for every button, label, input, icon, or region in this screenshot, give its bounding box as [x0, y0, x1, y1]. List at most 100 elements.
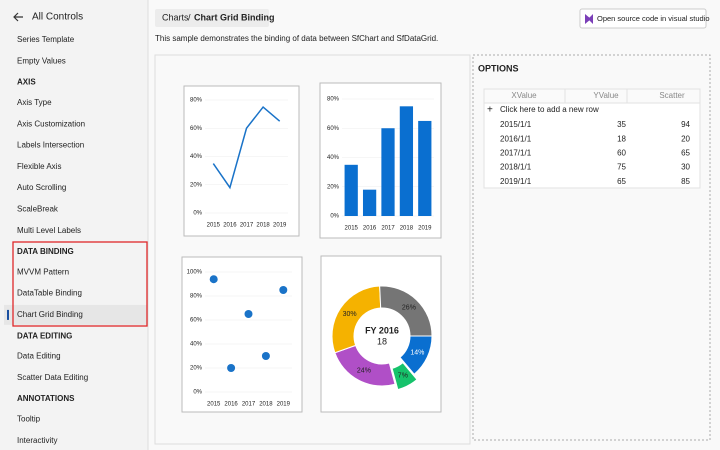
- nav-item[interactable]: Multi Level Labels: [17, 226, 81, 235]
- nav-item[interactable]: Labels Intersection: [17, 141, 84, 150]
- y-tick-label: 80%: [190, 294, 203, 300]
- nav-item[interactable]: Axis Type: [17, 98, 52, 107]
- segment-label: 24%: [357, 367, 371, 374]
- description: This sample demonstrates the binding of …: [155, 34, 438, 43]
- sidebar: [0, 0, 148, 450]
- grid-cell: 65: [681, 149, 690, 158]
- source-button[interactable]: [579, 8, 707, 29]
- section-header: AXIS: [17, 78, 36, 87]
- column-header[interactable]: XValue: [511, 91, 537, 100]
- scatter-point: [209, 275, 218, 284]
- nav-item[interactable]: Tooltip: [17, 415, 41, 424]
- y-tick-label: 80%: [190, 98, 203, 104]
- x-tick-label: 2019: [273, 223, 287, 229]
- nav-item[interactable]: Axis Customization: [17, 119, 85, 128]
- bar: [344, 164, 358, 216]
- nav-item[interactable]: Auto Scrolling: [17, 183, 66, 192]
- breadcrumb-separator: /: [188, 12, 191, 22]
- nav-item[interactable]: Series Template: [17, 35, 75, 44]
- x-tick-label: 2018: [256, 223, 270, 229]
- vs-icon: [585, 14, 593, 24]
- grid-cell: 20: [681, 134, 690, 143]
- section-header: DATA BINDING: [17, 247, 74, 256]
- y-tick-label: 0%: [193, 390, 202, 396]
- breadcrumb-box: [155, 9, 269, 27]
- bar: [418, 120, 432, 216]
- nav-item[interactable]: DataTable Binding: [17, 289, 82, 298]
- bar: [399, 106, 414, 216]
- chart-card: [183, 85, 300, 237]
- selected-indicator: [7, 309, 9, 320]
- nav-item[interactable]: Flexible Axis: [17, 162, 61, 171]
- chart-card: [181, 256, 303, 413]
- section-header: ANNOTATIONS: [17, 394, 75, 403]
- donut-segment: [379, 285, 433, 337]
- grid-cell: 2015/1/1: [500, 120, 532, 129]
- y-tick-label: 40%: [327, 155, 340, 161]
- y-tick-label: 40%: [190, 154, 203, 160]
- options-title: OPTIONS: [478, 63, 519, 73]
- x-tick-label: 2019: [418, 226, 432, 232]
- x-tick-label: 2016: [223, 223, 237, 229]
- highlight-box: [12, 241, 148, 327]
- column-header[interactable]: YValue: [593, 91, 619, 100]
- back-arrow[interactable]: [13, 12, 23, 22]
- nav-item[interactable]: Data Editing: [17, 352, 61, 361]
- nav-item[interactable]: Scatter Data Editing: [17, 373, 88, 382]
- breadcrumb-parent[interactable]: Charts: [162, 12, 189, 22]
- donut-segment: [399, 335, 433, 375]
- y-tick-label: 60%: [190, 126, 203, 132]
- nav-item[interactable]: Empty Values: [17, 56, 66, 65]
- y-tick-label: 20%: [327, 184, 340, 190]
- x-tick-label: 2017: [240, 223, 254, 229]
- grid-cell: 2018/1/1: [500, 163, 532, 172]
- scatter-point: [244, 310, 253, 318]
- grid-cell: 75: [617, 163, 626, 172]
- x-tick-label: 2018: [400, 226, 414, 232]
- grid-cell: 35: [617, 120, 626, 129]
- grid-cell: 65: [617, 177, 626, 186]
- grid-cell: 2019/1/1: [500, 177, 532, 186]
- y-tick-label: 80%: [327, 97, 340, 103]
- add-row-icon: +: [487, 105, 493, 116]
- grid-cell: 94: [681, 120, 690, 129]
- segment-label: 30%: [343, 311, 357, 318]
- y-tick-label: 40%: [190, 342, 203, 348]
- x-tick-label: 2019: [277, 402, 291, 408]
- segment-label: 26%: [402, 305, 416, 312]
- grid-cell: 2016/1/1: [500, 134, 532, 143]
- x-tick-label: 2017: [381, 226, 395, 232]
- x-tick-label: 2015: [207, 402, 221, 408]
- donut-segment: [391, 362, 418, 391]
- x-tick-label: 2016: [224, 402, 238, 408]
- source-button-label[interactable]: Open source code in visual studio: [597, 14, 710, 23]
- grid-cell: 2017/1/1: [500, 149, 532, 158]
- grid-cell: 85: [681, 177, 690, 186]
- nav-item[interactable]: MVVM Pattern: [17, 267, 69, 276]
- x-tick-label: 2015: [207, 223, 221, 229]
- nav-item[interactable]: ScaleBreak: [17, 205, 59, 214]
- breadcrumb-current: Chart Grid Binding: [194, 12, 275, 22]
- y-tick-label: 0%: [193, 211, 202, 217]
- segment-label: 7%: [398, 373, 408, 380]
- segment-label: 14%: [410, 349, 424, 356]
- add-row[interactable]: Click here to add a new row: [500, 105, 599, 114]
- grid-header-bg: [483, 88, 701, 104]
- selected-item-bg: [4, 304, 147, 325]
- bar: [381, 128, 395, 216]
- y-tick-label: 100%: [187, 270, 203, 276]
- x-tick-label: 2018: [259, 402, 273, 408]
- x-tick-label: 2016: [363, 226, 377, 232]
- nav-item[interactable]: Interactivity: [17, 436, 57, 445]
- y-tick-label: 0%: [330, 214, 339, 220]
- y-tick-label: 60%: [190, 318, 203, 324]
- back-link[interactable]: All Controls: [32, 12, 83, 23]
- column-header[interactable]: Scatter: [659, 91, 685, 100]
- nav-item[interactable]: Chart Grid Binding: [17, 310, 83, 319]
- x-tick-label: 2017: [242, 402, 256, 408]
- scatter-point: [279, 286, 288, 294]
- grid-cell: 18: [617, 134, 626, 143]
- y-tick-label: 60%: [327, 126, 340, 132]
